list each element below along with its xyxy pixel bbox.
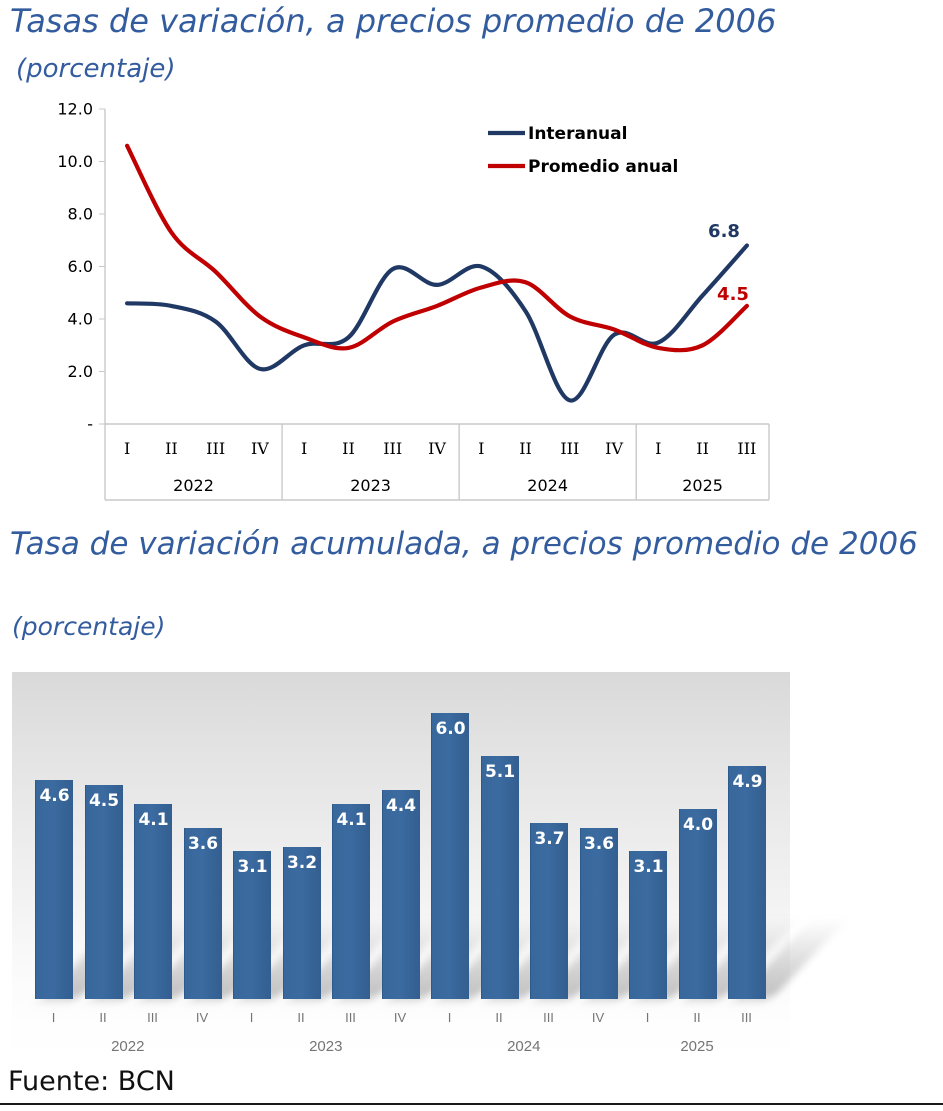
bar: 4.1 (332, 803, 370, 999)
bar: 3.1 (629, 851, 667, 999)
bar: 4.0 (678, 808, 717, 999)
series-line-interanual (125, 243, 749, 403)
bar-quarter-label: III (543, 1010, 554, 1025)
bar: 3.1 (233, 851, 271, 999)
bar-chart-subtitle: (porcentaje) (12, 612, 166, 641)
x-axis-quarter-label: IV (251, 439, 269, 458)
bar: 4.4 (381, 789, 420, 999)
bar-quarter-label: I (249, 1010, 254, 1025)
x-axis-quarter-label: III (560, 439, 579, 458)
source-note: Fuente: BCN (8, 1066, 175, 1097)
bar-quarter-label: IV (195, 1010, 209, 1025)
bar-chart: 4.6 4.5 4.1 3.6 3.1 3.2 4.1 4.4 6.0 5.1 3.7 3.6 3.1 4… (12, 672, 847, 1058)
bar-value-label: 5.1 (484, 762, 516, 783)
bar-value-label: 4.4 (385, 795, 417, 816)
x-axis-quarter-label: II (165, 439, 178, 458)
line-chart-title: Tasas de variación, a precios promedio d… (10, 2, 777, 40)
bar-value-label: 4.0 (682, 814, 714, 835)
bar-year-label: 2025 (680, 1038, 714, 1055)
bar: 4.9 (728, 765, 766, 999)
bar-value-label: 4.1 (138, 809, 169, 830)
x-axis-year-label: 2023 (350, 476, 391, 495)
x-axis-quarter-label: II (342, 439, 355, 458)
y-axis-tick-label: 8.0 (68, 205, 93, 224)
y-axis-tick-label: 2.0 (68, 362, 93, 381)
bar-quarter-label: I (447, 1010, 452, 1025)
x-axis-year-label: 2024 (527, 476, 568, 495)
y-axis-tick-label: 6.0 (68, 257, 93, 276)
series-line-promedio-anual (125, 143, 749, 353)
bar-value-label: 3.6 (187, 833, 219, 854)
legend-label: Interanual (528, 124, 627, 144)
bar: 4.1 (134, 803, 172, 999)
x-axis-quarter-label: II (519, 439, 532, 458)
x-axis-quarter-label: I (655, 439, 661, 458)
bar-quarter-label: IV (591, 1010, 605, 1025)
line-chart-subtitle: (porcentaje) (16, 54, 176, 84)
line-chart: 12.010.08.06.04.02.0-I II III IV I II III IV I II… (57, 100, 770, 501)
bar-quarter-label: III (741, 1010, 752, 1025)
bar-value-label: 4.6 (39, 786, 70, 807)
x-axis-year-label: 2025 (682, 476, 723, 495)
x-axis-quarter-label: I (478, 439, 484, 458)
x-axis-quarter-label: IV (605, 439, 623, 458)
x-axis-quarter-label: I (301, 439, 307, 458)
bar-value-label: 4.1 (336, 809, 367, 830)
bar-value-label: 3.1 (237, 857, 268, 878)
bar: 3.6 (579, 827, 618, 999)
y-axis-tick-label: 4.0 (68, 310, 93, 329)
bar-value-label: 3.1 (633, 857, 664, 878)
bar-year-label: 2023 (309, 1038, 343, 1055)
y-axis-tick-label: 10.0 (57, 152, 93, 171)
bar-value-label: 6.0 (435, 719, 466, 740)
bar-quarter-label: II (495, 1010, 503, 1025)
bar-value-label: 4.9 (732, 771, 763, 792)
bar-value-label: 3.6 (583, 833, 615, 854)
bar: 3.2 (282, 846, 321, 999)
bar-year-label: 2022 (111, 1038, 145, 1055)
bar-quarter-label: IV (393, 1010, 407, 1025)
x-axis-quarter-label: I (124, 439, 130, 458)
bar-year-label: 2024 (507, 1038, 541, 1055)
y-axis-tick-label: - (87, 415, 93, 434)
bar-value-label: 3.7 (534, 828, 565, 849)
x-axis-quarter-label: IV (428, 439, 446, 458)
bar-value-label: 3.2 (286, 852, 318, 873)
x-axis-quarter-label: III (383, 439, 402, 458)
bar: 4.5 (84, 784, 123, 999)
bottom-rule (0, 1103, 943, 1105)
x-axis-quarter-label: II (696, 439, 709, 458)
bar-quarter-label: I (645, 1010, 650, 1025)
bar: 3.6 (183, 827, 222, 999)
bar-quarter-label: II (297, 1010, 305, 1025)
y-axis-tick-label: 12.0 (57, 100, 93, 119)
bar-quarter-label: II (99, 1010, 107, 1025)
x-axis-year-label: 2022 (173, 476, 214, 495)
x-axis-quarter-label: III (737, 439, 756, 458)
bar: 4.6 (35, 780, 73, 999)
x-axis-quarter-label: III (206, 439, 225, 458)
bar-chart-title: Tasa de variación acumulada, a precios p… (10, 526, 918, 562)
bar-quarter-label: III (345, 1010, 356, 1025)
bar-quarter-label: II (693, 1010, 701, 1025)
bar-quarter-label: I (51, 1010, 56, 1025)
bar: 3.7 (530, 822, 568, 999)
bar: 5.1 (480, 756, 519, 999)
bar-quarter-label: III (147, 1010, 158, 1025)
bar-value-label: 4.5 (88, 790, 120, 811)
legend-label: Promedio anual (528, 157, 678, 177)
bar: 6.0 (431, 713, 469, 999)
series-end-value-label: 4.5 (717, 284, 749, 305)
series-end-value-label: 6.8 (708, 221, 740, 242)
